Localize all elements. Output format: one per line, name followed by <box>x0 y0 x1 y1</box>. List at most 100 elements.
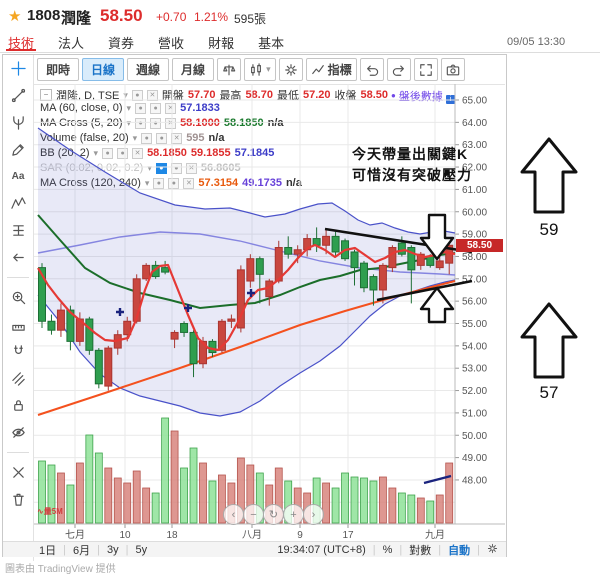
crosshair-icon[interactable] <box>7 60 29 77</box>
log-toggle[interactable]: 對數 <box>409 544 432 557</box>
eye-off-icon[interactable] <box>7 424 29 441</box>
resistance-arrow-icon <box>520 137 578 214</box>
timeframe-月線-button[interactable]: 月線 <box>172 58 215 81</box>
tab-營收[interactable]: 營收 <box>158 36 185 51</box>
indicator-close-button[interactable]: ✕ <box>165 102 177 114</box>
stay-drawing-icon[interactable] <box>7 370 29 387</box>
indicator-value: 57.1833 <box>180 102 220 114</box>
zoom-out-button[interactable]: − <box>243 504 264 525</box>
indicator-caret-icon[interactable]: ▾ <box>144 177 150 188</box>
indicator-caret-icon[interactable]: ▾ <box>132 132 138 143</box>
indicator-close-button[interactable]: ✕ <box>165 117 177 129</box>
redo-button[interactable] <box>386 58 411 81</box>
separator: | <box>63 543 66 556</box>
scale-group: 19:34:07 (UTC+8) |% | 對數 | 自動 | <box>277 542 498 558</box>
candles-button[interactable]: ▾ <box>244 58 276 81</box>
timeframe-週線-button[interactable]: 週線 <box>127 58 170 81</box>
favorite-star-icon[interactable]: ★ <box>8 8 22 25</box>
zoom-in-icon[interactable] <box>7 289 29 306</box>
svg-text:60.00: 60.00 <box>462 207 487 218</box>
gear-button[interactable] <box>278 58 303 81</box>
indicator-close-button[interactable]: ✕ <box>132 147 144 159</box>
svg-text:九月: 九月 <box>425 529 445 541</box>
toolbar-divider <box>34 84 505 85</box>
compare-button[interactable] <box>217 58 242 81</box>
svg-text:55.00: 55.00 <box>462 319 487 330</box>
indicator-settings-button[interactable]: ● <box>117 147 129 159</box>
indicator-settings-button[interactable]: ● <box>150 117 162 129</box>
indicator-value: 595 <box>186 132 205 144</box>
indicator-caret-icon[interactable]: ▾ <box>126 102 132 113</box>
indicator-eye-button[interactable]: ● <box>102 147 114 159</box>
active-tab-underline <box>6 49 36 51</box>
indicator-value: 57.1845 <box>234 147 275 159</box>
trendline-icon[interactable] <box>7 87 29 104</box>
bottom-gear-button[interactable] <box>487 543 498 557</box>
symbol-legend: − 潤隆, D, TSE ▾ ● ✕ 開盤 57.70 最高 58.70 最低 57.20 收盤 58.… <box>40 87 388 103</box>
range-6月-button[interactable]: 6月 <box>72 544 91 557</box>
brush-icon[interactable] <box>7 141 29 158</box>
tab-技術[interactable]: 技術 <box>8 36 35 51</box>
lock-icon[interactable] <box>7 397 29 414</box>
xtools-icon[interactable] <box>7 464 29 481</box>
svg-text:9: 9 <box>297 530 303 541</box>
tab-bar: 技術 法人 資券 營收 財報 基本 <box>8 33 284 52</box>
indicator-eye-button[interactable]: ● <box>153 177 165 189</box>
indicators-button[interactable]: 指標 <box>305 58 357 81</box>
indicator-value: 56.8605 <box>200 162 241 174</box>
xabcd-icon[interactable] <box>7 195 29 212</box>
auto-scale-toggle[interactable]: 自動 <box>448 544 471 557</box>
tab-基本[interactable]: 基本 <box>258 36 285 51</box>
camera-button[interactable] <box>440 58 465 81</box>
indicator-settings-button[interactable]: ● <box>150 102 162 114</box>
indicator-settings-button[interactable]: ● <box>156 132 168 144</box>
indicator-settings-button[interactable]: ● <box>168 177 180 189</box>
timeframe-即時-button[interactable]: 即時 <box>37 58 80 81</box>
timeframe-日線-button[interactable]: 日線 <box>82 58 125 81</box>
indicator-eye-button[interactable]: ● <box>141 132 153 144</box>
svg-text:56.00: 56.00 <box>462 297 487 308</box>
ohlc-value: 57.70 <box>187 89 216 101</box>
indicator-name: MA Cross (120, 240) <box>40 177 141 189</box>
zoom-in-button[interactable]: + <box>283 504 304 525</box>
indicator-caret-icon[interactable]: ▾ <box>93 147 99 158</box>
price-change-pct: 1.21% <box>194 10 229 24</box>
indicator-value: 59.1855 <box>190 147 231 159</box>
indicator-close-button[interactable]: ✕ <box>183 177 195 189</box>
price-chart[interactable]: 65.00 64.00 63.00 62.00 61.00 60.00 59.00 58.00… <box>34 84 505 541</box>
indicator-eye-button[interactable]: ● <box>135 117 147 129</box>
text-icon[interactable]: Aa <box>11 171 25 182</box>
drawing-toolbar: Aa <box>3 55 34 561</box>
longpos-icon[interactable] <box>7 222 29 239</box>
pitchfork-icon[interactable] <box>7 114 29 131</box>
undo-button[interactable] <box>359 58 384 81</box>
magnet-icon[interactable] <box>7 343 29 360</box>
tab-資券[interactable]: 資券 <box>108 36 135 51</box>
volume-shares: 595張 <box>234 12 267 26</box>
indicator-settings-button[interactable]: ● <box>170 162 182 174</box>
fullscreen-button[interactable] <box>413 58 438 81</box>
range-3y-button[interactable]: 3y <box>106 543 119 556</box>
scroll-right-button[interactable]: › <box>303 504 324 525</box>
tab-法人[interactable]: 法人 <box>58 36 85 51</box>
chart-credit: 圖表由 TradingView 提供 <box>5 564 116 575</box>
symbol-title: 潤隆, D, TSE <box>56 90 120 102</box>
reset-chart-button[interactable]: ↻ <box>263 504 284 525</box>
percent-toggle[interactable]: % <box>382 543 393 556</box>
indicator-name: MA Cross (5, 20) <box>40 117 123 129</box>
indicator-eye-button[interactable]: ● <box>135 102 147 114</box>
range-5y-button[interactable]: 5y <box>135 543 148 556</box>
trash-icon[interactable] <box>7 491 29 508</box>
arrow-marker-icon[interactable] <box>7 249 29 266</box>
symbol-caret-icon[interactable]: ▾ <box>123 89 128 100</box>
quote-timestamp: 09/05 13:30 <box>507 36 566 48</box>
indicator-eye-button[interactable]: ● <box>155 162 167 174</box>
indicator-close-button[interactable]: ✕ <box>185 162 197 174</box>
tab-財報[interactable]: 財報 <box>208 36 235 51</box>
scroll-left-button[interactable]: ‹ <box>223 504 244 525</box>
range-1日-button[interactable]: 1日 <box>39 544 57 557</box>
chart-type-caret-icon[interactable]: ▾ <box>266 64 271 74</box>
separator: | <box>477 543 480 556</box>
ruler-icon[interactable] <box>7 316 29 333</box>
